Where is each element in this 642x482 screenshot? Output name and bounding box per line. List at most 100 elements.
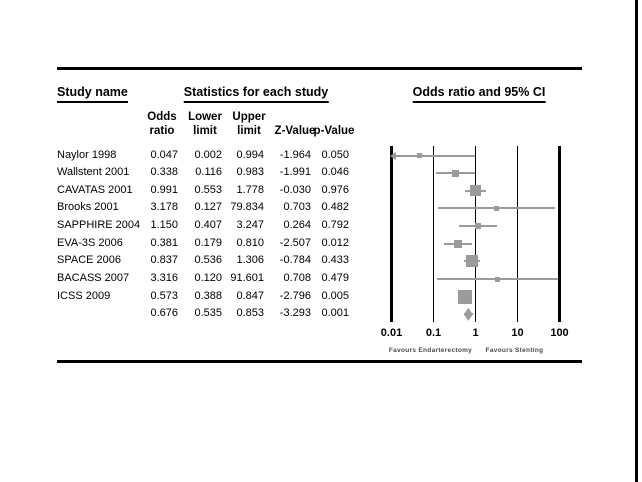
upper-limit-cell: 0.810 (236, 236, 264, 249)
z-value-cell: -2.796 (279, 289, 311, 302)
p-value-cell: 0.005 (321, 289, 349, 302)
col-header-lower: Lower (188, 111, 222, 123)
study-square-marker (475, 223, 482, 230)
odds-ratio-cell: 0.573 (150, 289, 178, 302)
axis-line-100 (558, 146, 561, 322)
study-square-marker (466, 255, 479, 268)
study-name-cell: SAPPHIRE 2004 (57, 219, 141, 232)
odds-ratio-cell: 0.381 (150, 236, 178, 249)
odds-ratio-cell: 0.047 (150, 148, 178, 161)
lower-limit-cell: 0.002 (194, 148, 222, 161)
z-value-cell: -3.293 (279, 307, 311, 320)
study-name-cell: BACASS 2007 (57, 272, 130, 285)
p-value-cell: 0.482 (321, 201, 349, 214)
axis-tick-label: 0.1 (425, 327, 442, 339)
study-name-header: Study name (57, 85, 128, 103)
upper-limit-cell: 1.778 (236, 183, 264, 196)
z-value-cell: -1.991 (279, 166, 311, 179)
top-rule (57, 67, 582, 70)
upper-limit-cell: 91.601 (230, 272, 264, 285)
study-name-cell: SPACE 2006 (57, 254, 122, 267)
upper-limit-cell: 0.853 (236, 307, 264, 320)
odds-ratio-cell: 0.991 (150, 183, 178, 196)
lower-limit-cell: 0.535 (194, 307, 222, 320)
study-square-marker (494, 276, 500, 282)
p-value-cell: 0.792 (321, 219, 349, 232)
axis-tick-label: 1 (472, 327, 479, 339)
upper-limit-cell: 3.247 (236, 219, 264, 232)
table-row: BACASS 2007 3.316 0.120 91.601 0.708 0.479 (0, 272, 642, 286)
p-value-cell: 0.012 (321, 236, 349, 249)
odds-ratio-cell: 0.338 (150, 166, 178, 179)
z-value-cell: -0.030 (279, 183, 311, 196)
axis-note-left: Favours Endarterectomy (388, 347, 473, 354)
lower-limit-cell: 0.388 (194, 289, 222, 302)
odds-ratio-cell: 0.837 (150, 254, 178, 267)
study-square-marker (417, 153, 423, 158)
z-value-cell: -0.784 (279, 254, 311, 267)
study-name-cell: Wallstent 2001 (57, 166, 130, 179)
lower-limit-cell: 0.536 (194, 254, 222, 267)
plot-header: Odds ratio and 95% CI (412, 85, 546, 103)
z-value-cell: -2.507 (279, 236, 311, 249)
study-name-cell: Brooks 2001 (57, 201, 119, 214)
upper-limit-cell: 0.994 (236, 148, 264, 161)
table-row: Wallstent 2001 0.338 0.116 0.983 -1.991 0.046 (0, 166, 642, 180)
bottom-rule (57, 360, 582, 363)
table-row: Naylor 1998 0.047 0.002 0.994 -1.964 0.050 (0, 149, 642, 163)
p-value-cell: 0.046 (321, 166, 349, 179)
lower-limit-cell: 0.553 (194, 183, 222, 196)
table-row: EVA-3S 2006 0.381 0.179 0.810 -2.507 0.012 (0, 237, 642, 251)
axis-line-0.01 (390, 146, 393, 322)
study-square-marker (453, 239, 462, 248)
table-row: ICSS 2009 0.573 0.388 0.847 -2.796 0.005 (0, 290, 642, 304)
odds-ratio-cell: 3.178 (150, 201, 178, 214)
study-name-cell: ICSS 2009 (57, 289, 111, 302)
z-value-cell: 0.264 (283, 219, 311, 232)
p-value-cell: 0.479 (321, 272, 349, 285)
axis-line-1 (474, 146, 477, 322)
axis-tick-label: 100 (550, 327, 569, 339)
p-value-cell: 0.001 (321, 307, 349, 320)
axis-tick-label: 10 (511, 327, 524, 339)
col-header-upper-limit: limit (237, 125, 261, 137)
z-value-cell: -1.964 (279, 148, 311, 161)
axis-line-10 (516, 146, 519, 322)
upper-limit-cell: 1.306 (236, 254, 264, 267)
table-row-overall: 0.676 0.535 0.853 -3.293 0.001 (0, 307, 642, 321)
ci-clip-arrow-icon (389, 151, 396, 160)
table-row: Brooks 2001 3.178 0.127 79.834 0.703 0.482 (0, 201, 642, 215)
table-row: SPACE 2006 0.837 0.536 1.306 -0.784 0.433 (0, 254, 642, 268)
z-value-cell: 0.703 (283, 201, 311, 214)
p-value-cell: 0.976 (321, 183, 349, 196)
axis-tick-label: 0.01 (380, 327, 403, 339)
study-square-marker (458, 289, 473, 304)
odds-ratio-cell: 0.676 (150, 307, 178, 320)
lower-limit-cell: 0.120 (194, 272, 222, 285)
lower-limit-cell: 0.407 (194, 219, 222, 232)
col-header-lower-limit: limit (193, 125, 217, 137)
study-name-cell: CAVATAS 2001 (57, 183, 133, 196)
col-header-z-value: Z-Value (274, 125, 316, 137)
table-row: SAPPHIRE 2004 1.150 0.407 3.247 0.264 0.792 (0, 219, 642, 233)
axis-note-right: Favours Stenting (485, 347, 544, 354)
study-square-marker (494, 205, 500, 211)
col-header-upper: Upper (232, 111, 266, 123)
p-value-cell: 0.050 (321, 148, 349, 161)
right-border-line (635, 0, 638, 482)
upper-limit-cell: 0.847 (236, 289, 264, 302)
ci-line (391, 154, 476, 157)
axis-line-0.1 (432, 146, 435, 322)
study-square-marker (452, 169, 460, 177)
lower-limit-cell: 0.179 (194, 236, 222, 249)
lower-limit-cell: 0.116 (195, 166, 222, 179)
study-name-cell: Naylor 1998 (57, 148, 117, 161)
lower-limit-cell: 0.127 (194, 201, 222, 214)
study-square-marker (469, 185, 481, 197)
table-row: CAVATAS 2001 0.991 0.553 1.778 -0.030 0.976 (0, 184, 642, 198)
study-name-cell: EVA-3S 2006 (57, 236, 123, 249)
upper-limit-cell: 0.983 (236, 166, 264, 179)
z-value-cell: 0.708 (283, 272, 311, 285)
col-header-ratio: ratio (149, 125, 175, 137)
